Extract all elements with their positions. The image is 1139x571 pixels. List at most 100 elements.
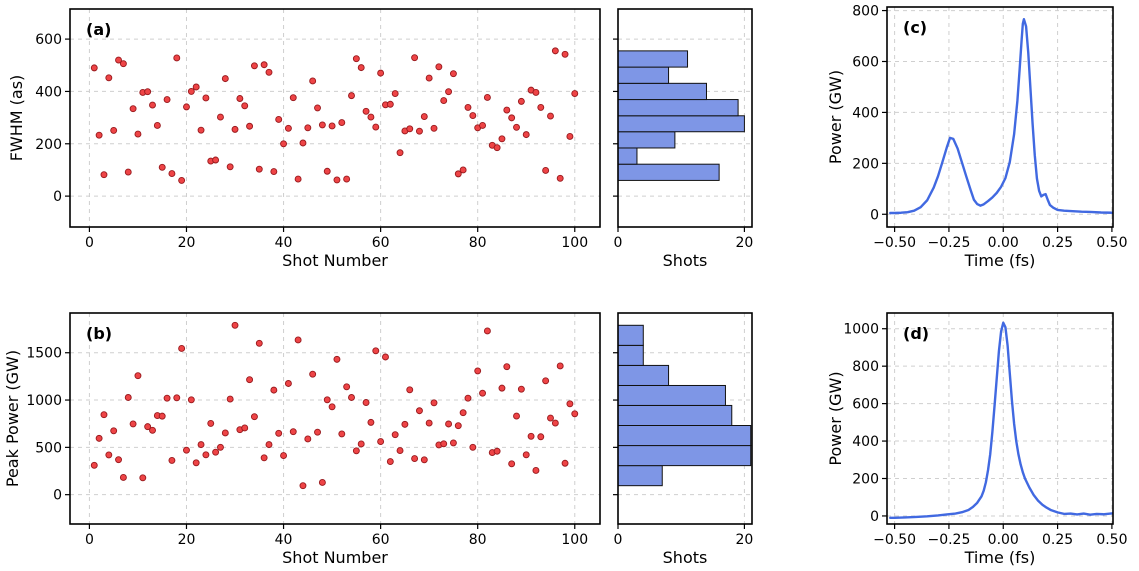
scatter-point [479, 122, 486, 129]
scatter-point [386, 458, 394, 466]
scatter-point [275, 115, 283, 123]
y-tick-label: 500 [35, 440, 62, 456]
scatter-point [343, 383, 351, 391]
gridlines-b [70, 313, 600, 524]
scatter-point [231, 125, 239, 133]
y-tick-label: 400 [852, 434, 879, 450]
scatter-point [362, 107, 370, 115]
scatter-point [571, 90, 579, 97]
scatter-point [226, 395, 234, 403]
scatter-point [411, 455, 419, 462]
x-tick-label: −0.50 [873, 532, 916, 548]
scatter-point [115, 56, 122, 64]
y-tick-label: 200 [852, 472, 879, 488]
scatter-point [129, 105, 137, 113]
scatter-point [246, 122, 254, 130]
x-axis-label-b: Shot Number [282, 548, 388, 567]
x-tick-label: 100 [561, 532, 588, 548]
scatter-point [343, 175, 351, 183]
scatter-point [183, 446, 190, 454]
scatter-point [386, 100, 394, 108]
axes-spines [69, 312, 601, 525]
scatter-point [469, 443, 477, 451]
y-tick-label: 0 [870, 207, 879, 223]
scatter-point [425, 419, 433, 427]
scatter-point [275, 429, 283, 437]
x-tick-label: 20 [178, 532, 196, 548]
scatter-point [328, 403, 336, 411]
scatter-point [377, 69, 385, 77]
y-tick-label: 400 [852, 105, 879, 121]
scatter-point [90, 64, 98, 72]
scatter-point [284, 380, 292, 387]
scatter-point [425, 74, 433, 82]
scatter-point [217, 443, 224, 451]
scatter-point [178, 176, 186, 184]
scatter-point [420, 456, 428, 464]
scatter-point [352, 447, 360, 455]
scatter-point [173, 54, 181, 62]
scatter-point [202, 451, 210, 459]
scatter-point [537, 103, 545, 111]
scatter-point [517, 97, 525, 105]
scatter-point [498, 384, 506, 392]
hist-bar [618, 364, 670, 386]
axes-spines [69, 8, 601, 228]
scatter-point [105, 74, 113, 82]
hist-bar [618, 404, 733, 427]
hist-bar [618, 82, 707, 101]
y-tick-label: 800 [852, 4, 879, 20]
y-tick-label: 1000 [26, 393, 62, 409]
scatter-point [430, 399, 438, 407]
scatter-point [270, 386, 278, 394]
y-tick-label: 0 [870, 509, 879, 525]
x-tick-label: 0.25 [1042, 532, 1073, 548]
scatter-point [90, 461, 98, 469]
scatter-point [134, 372, 142, 380]
scatter-point [537, 433, 545, 441]
gridlines-c [887, 7, 1113, 227]
scatter-point [212, 448, 220, 456]
scatter-point [483, 94, 491, 101]
y-axis-label-c: Power (GW) [826, 70, 845, 164]
scatter-point [299, 482, 307, 490]
scatter-point [474, 367, 482, 375]
scatter-point [372, 123, 380, 131]
panel-letter-b: (b) [86, 324, 112, 343]
scatter-point [250, 62, 258, 70]
scatter-point [372, 347, 380, 355]
scatter-point [192, 83, 200, 91]
y-axis-label-b: Peak Power (GW) [3, 350, 22, 487]
y-tick-label: 1500 [26, 346, 62, 362]
scatter-point [357, 440, 365, 448]
hist-data-a-hist [618, 50, 745, 181]
scatter-point [144, 88, 152, 96]
scatter-point [391, 431, 399, 439]
panel-a-hist: 0 20 Shots [613, 8, 753, 270]
scatter-point [464, 103, 472, 111]
ticks-a: 0 20 40 60 80 100 0 200 400 600 [35, 32, 588, 251]
hist-bar [618, 425, 752, 447]
panel-letter-d: (d) [903, 324, 929, 343]
scatter-point [241, 424, 249, 432]
scatter-point [124, 168, 132, 176]
scatter-point [187, 87, 195, 95]
scatter-point [163, 96, 171, 103]
scatter-point [255, 339, 263, 347]
scatter-point [318, 121, 326, 129]
scatter-point [411, 54, 419, 62]
axes-spines [617, 312, 753, 525]
scatter-point [110, 427, 118, 435]
hist-bar [618, 344, 644, 366]
scatter-point [571, 410, 579, 418]
scatter-point [149, 101, 156, 109]
scatter-point [309, 77, 317, 85]
scatter-point [197, 126, 205, 134]
scatter-point [192, 459, 200, 467]
scatter-point [352, 55, 360, 63]
x-tick-label: 80 [469, 235, 487, 251]
scatter-point [357, 64, 365, 72]
scatter-point [260, 454, 268, 462]
x-tick-label: 0.25 [1042, 235, 1073, 251]
